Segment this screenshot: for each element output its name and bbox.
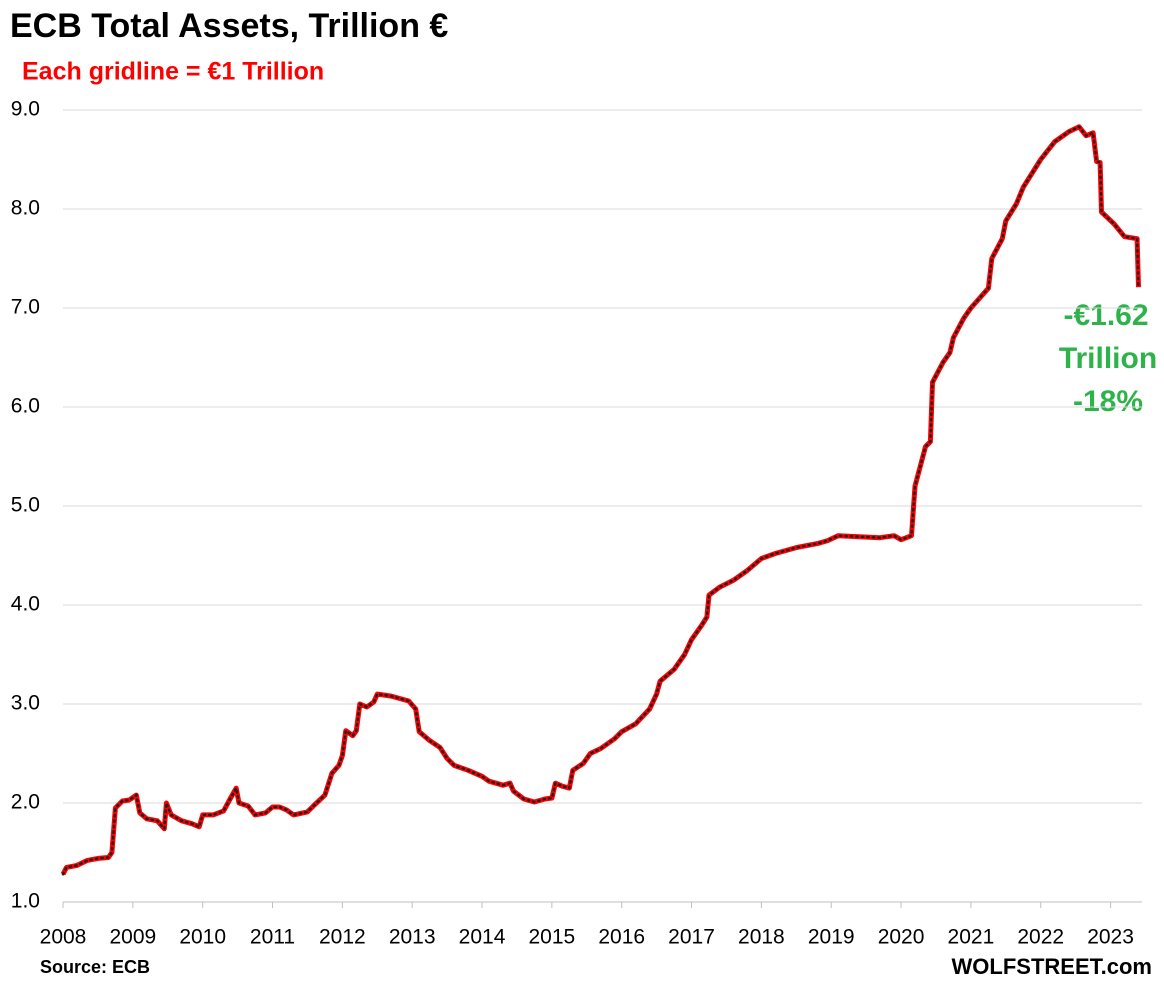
y-tick-label: 8.0 [11, 197, 40, 220]
annotation: -18% [1073, 385, 1143, 418]
y-tick-label: 3.0 [11, 692, 40, 715]
y-tick-label: 4.0 [11, 593, 40, 616]
y-tick-label: 5.0 [11, 494, 40, 517]
x-tick-label: 2012 [319, 926, 366, 949]
series-dots [61, 125, 1140, 876]
chart-title: ECB Total Assets, Trillion € [10, 7, 448, 45]
x-tick-label: 2022 [1017, 926, 1064, 949]
x-tick-label: 2013 [389, 926, 436, 949]
x-tick-label: 2018 [738, 926, 785, 949]
x-tick-label: 2021 [948, 926, 995, 949]
y-tick-label: 6.0 [11, 395, 40, 418]
x-tick-label: 2010 [179, 926, 226, 949]
x-tick-label: 2015 [529, 926, 576, 949]
y-tick-label: 1.0 [11, 890, 40, 913]
x-tick-label: 2008 [40, 926, 87, 949]
x-tick-label: 2009 [109, 926, 156, 949]
credit: WOLFSTREET.com [952, 954, 1152, 979]
series-line [60, 124, 1141, 876]
annotation: Trillion [1059, 342, 1157, 375]
chart-subtitle: Each gridline = €1 Trillion [22, 58, 324, 86]
x-tick-label: 2020 [878, 926, 925, 949]
source: Source: ECB [40, 957, 150, 977]
x-tick-label: 2016 [598, 926, 645, 949]
x-tick-label: 2019 [808, 926, 855, 949]
x-tick-label: 2023 [1087, 926, 1134, 949]
x-tick-label: 2017 [668, 926, 715, 949]
y-tick-label: 7.0 [11, 296, 40, 319]
x-tick-label: 2014 [459, 926, 506, 949]
annotation: -€1.62 [1063, 299, 1148, 332]
y-tick-label: 2.0 [11, 791, 40, 814]
x-tick-label: 2011 [250, 926, 295, 949]
y-tick-label: 9.0 [11, 98, 40, 121]
